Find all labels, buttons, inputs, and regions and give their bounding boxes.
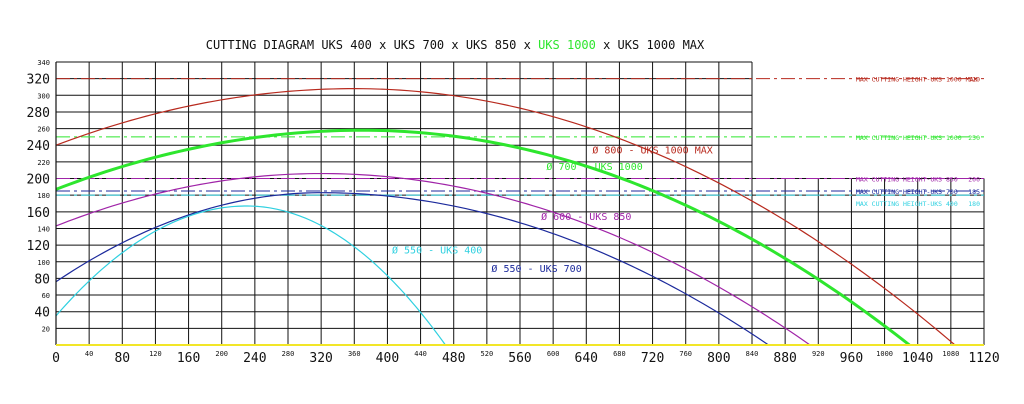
max-height-value: 200: [968, 176, 980, 184]
max-height-value: 185: [968, 188, 980, 196]
x-tick-label: 360: [348, 350, 361, 358]
x-tick-label: 760: [679, 350, 692, 358]
x-tick-label: 600: [547, 350, 560, 358]
x-tick-label: 520: [481, 350, 494, 358]
x-tick-label: 240: [243, 351, 266, 366]
y-tick-label: 320: [27, 73, 50, 88]
max-height-label: MAX CUTTING HEIGHT-UKS 850: [856, 176, 958, 184]
max-height-label: MAX CUTTING HEIGHT-UKS 700: [856, 188, 958, 196]
y-tick-label: 100: [37, 259, 50, 267]
x-tick-label: 440: [414, 350, 427, 358]
x-tick-label: 920: [812, 350, 825, 358]
y-tick-label: 180: [37, 192, 50, 200]
y-tick-label: 220: [37, 159, 50, 167]
x-tick-label: 1000: [876, 350, 893, 358]
x-tick-label: 0: [52, 351, 60, 366]
x-tick-label: 200: [215, 350, 228, 358]
y-tick-label: 20: [42, 325, 50, 333]
curve-label: Ø 800 - UKS 1000 MAX: [592, 145, 712, 157]
x-tick-label: 160: [177, 351, 200, 366]
chart-title: CUTTING DIAGRAM UKS 400 x UKS 700 x UKS …: [0, 38, 910, 52]
y-tick-label: 240: [27, 139, 50, 154]
y-tick-label: 120: [27, 239, 50, 254]
curve-series: [55, 172, 811, 346]
x-tick-label: 560: [508, 351, 531, 366]
chart-title-part: CUTTING DIAGRAM UKS 400 x UKS 700 x UKS …: [205, 38, 539, 52]
x-tick-label: 1040: [902, 351, 933, 366]
axes: [55, 62, 984, 346]
max-height-label: MAX CUTTING HEIGHT-UKS 1000 MAX: [856, 76, 977, 84]
chart-title-part: x UKS 1000 MAX: [595, 38, 705, 52]
x-tick-label: 40: [85, 350, 93, 358]
curve-series: [55, 88, 956, 346]
max-height-label: MAX CUTTING HEIGHT-UKS 1000: [856, 134, 962, 142]
y-tick-label: 40: [34, 306, 50, 321]
max-height-value: 320: [968, 76, 980, 84]
x-tick-label: 480: [442, 351, 465, 366]
x-tick-label: 1120: [968, 351, 999, 366]
y-tick-label: 300: [37, 92, 50, 100]
y-tick-label: 160: [27, 206, 50, 221]
x-tick-label: 120: [149, 350, 162, 358]
max-height-value: 180: [968, 200, 980, 208]
curve-label: Ø 550 - UKS 700: [491, 263, 581, 275]
x-tick-label: 280: [282, 350, 295, 358]
max-height-value: 250: [968, 134, 980, 142]
max-height-label: MAX CUTTING HEIGHT-UKS 400: [856, 200, 958, 208]
y-tick-label: 140: [37, 225, 50, 233]
x-tick-label: 80: [114, 351, 130, 366]
curves: [55, 88, 956, 347]
curve-label: Ø 700 - UKS 1000: [546, 161, 642, 173]
x-tick-label: 960: [840, 351, 863, 366]
labels: Ø 800 - UKS 1000 MAX Ø 700 - UKS 1000 Ø 60…: [27, 59, 1000, 366]
x-tick-label: 400: [376, 351, 399, 366]
y-tick-label: 260: [37, 126, 50, 134]
max-height-lines: [56, 78, 984, 196]
curve-series: [55, 205, 446, 346]
curve-label: Ø 600 - UKS 850: [541, 211, 631, 223]
x-tick-label: 1080: [942, 350, 959, 358]
y-tick-label: 340: [37, 59, 50, 67]
curve-label: Ø 550 - UKS 400: [392, 244, 482, 256]
y-tick-label: 280: [27, 106, 50, 121]
y-tick-label: 200: [27, 173, 50, 188]
x-tick-label: 720: [641, 351, 664, 366]
x-tick-label: 880: [773, 351, 796, 366]
x-tick-label: 800: [707, 351, 730, 366]
x-tick-label: 840: [746, 350, 759, 358]
y-tick-label: 80: [34, 272, 50, 287]
x-tick-label: 640: [575, 351, 598, 366]
x-tick-label: 680: [613, 350, 626, 358]
x-tick-label: 320: [309, 351, 332, 366]
curve-series: [55, 192, 769, 346]
y-tick-label: 60: [42, 292, 50, 300]
curve-series: [55, 128, 911, 347]
chart-title-part: UKS 1000: [538, 38, 596, 52]
